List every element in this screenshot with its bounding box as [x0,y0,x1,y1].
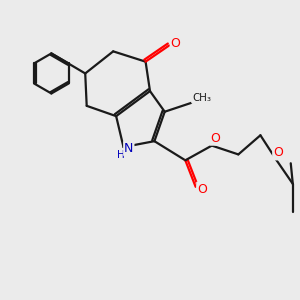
Text: N: N [124,142,134,155]
Text: O: O [197,183,207,196]
Text: O: O [273,146,283,159]
Text: O: O [210,132,220,145]
Text: O: O [171,37,181,50]
Text: H: H [117,150,125,160]
Text: CH₃: CH₃ [192,93,211,103]
